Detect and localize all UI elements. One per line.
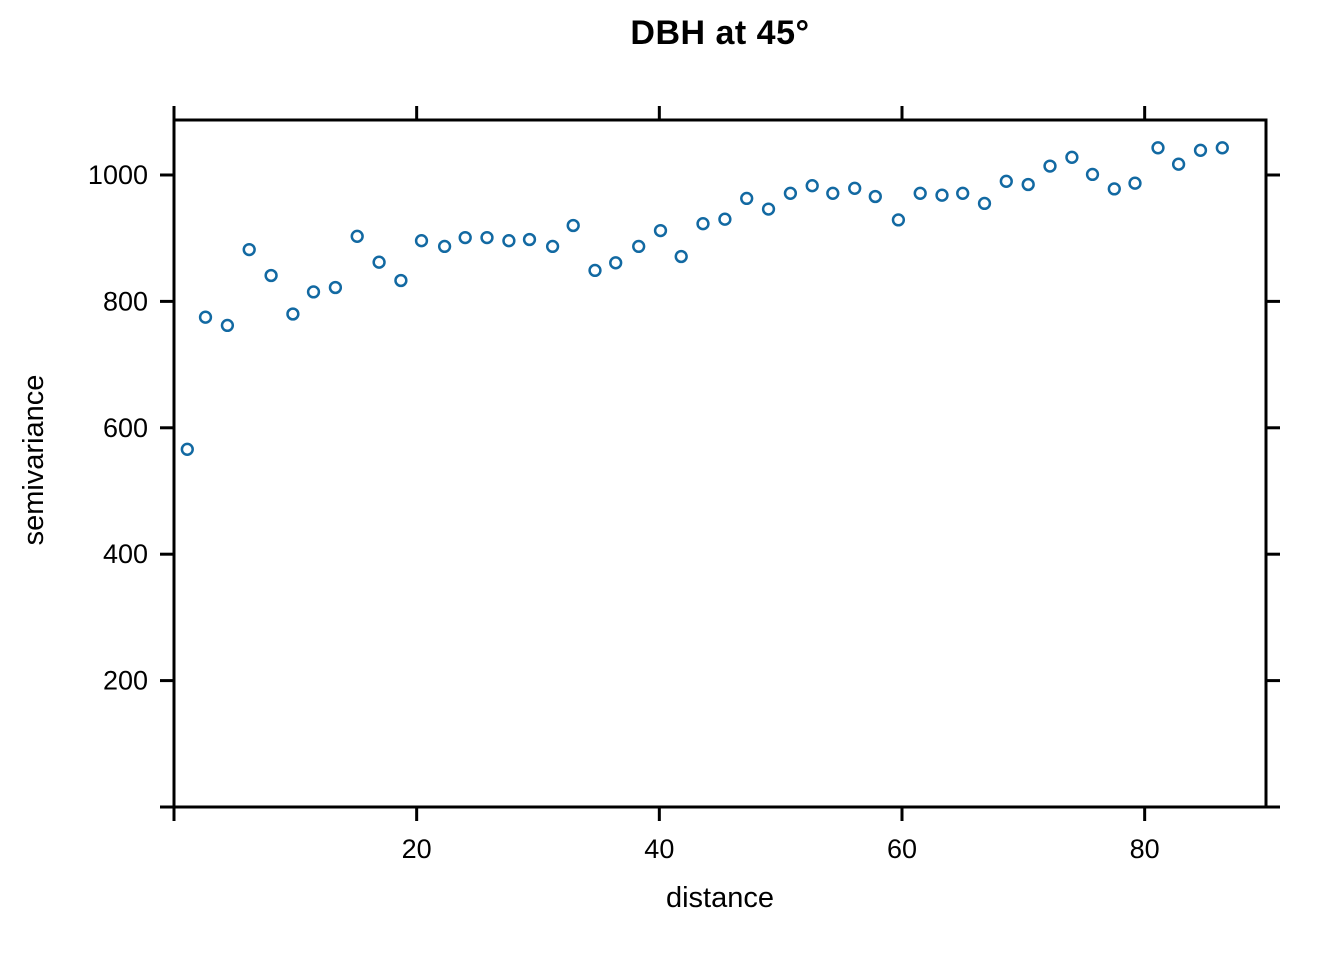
data-point: [609, 256, 623, 270]
y-tick-label: 400: [103, 539, 148, 569]
data-point: [1193, 143, 1208, 157]
data-point: [372, 255, 386, 269]
data-point: [826, 186, 840, 200]
data-point: [783, 186, 798, 200]
y-tick-label: 800: [103, 286, 148, 316]
data-point: [935, 188, 949, 202]
data-point: [977, 196, 992, 211]
data-point: [1085, 167, 1100, 182]
data-point: [286, 307, 300, 321]
data-point: [805, 179, 819, 193]
data-point: [198, 310, 213, 324]
data-point: [220, 318, 235, 333]
data-point: [180, 442, 194, 456]
data-point: [458, 230, 472, 245]
y-tick-label: 200: [103, 666, 148, 696]
data-point: [1021, 177, 1035, 192]
data-point: [264, 268, 278, 283]
data-point: [913, 186, 927, 200]
data-point: [1065, 150, 1079, 164]
data-point: [566, 218, 580, 233]
data-point: [1151, 141, 1165, 155]
plot-frame: [172, 118, 1268, 809]
data-point: [696, 217, 710, 231]
data-point: [394, 273, 408, 288]
data-point: [1171, 157, 1186, 171]
data-point: [1128, 176, 1142, 190]
data-point: [891, 213, 906, 227]
data-point: [632, 239, 646, 254]
data-point: [674, 249, 688, 264]
data-point: [999, 174, 1013, 188]
data-point: [653, 223, 668, 238]
x-tick-label: 80: [1130, 834, 1160, 864]
data-point: [414, 234, 429, 248]
x-tick-label: 60: [887, 834, 917, 864]
data-point: [588, 263, 602, 278]
data-point: [1107, 182, 1121, 196]
data-point: [848, 181, 862, 195]
data-point: [437, 239, 452, 254]
data-point: [522, 232, 537, 247]
y-tick-label: 600: [103, 413, 148, 443]
x-tick-label: 40: [644, 834, 674, 864]
data-point: [1043, 159, 1057, 173]
data-point: [502, 234, 516, 248]
chart-title: DBH at 45°: [630, 14, 810, 52]
data-point: [1215, 141, 1229, 155]
x-tick-label: 20: [402, 834, 432, 864]
data-point: [328, 280, 343, 295]
data-point: [956, 186, 970, 200]
y-tick-label: 1000: [88, 160, 148, 190]
data-point: [242, 242, 256, 257]
data-point: [306, 285, 321, 299]
data-point: [718, 212, 732, 226]
data-point: [545, 239, 560, 254]
data-point: [480, 230, 494, 245]
data-point: [350, 229, 364, 243]
x-axis-title: distance: [665, 882, 774, 914]
data-point: [868, 189, 882, 204]
data-point: [740, 191, 754, 206]
y-axis-title: semivariance: [18, 374, 50, 546]
data-point: [761, 202, 776, 216]
